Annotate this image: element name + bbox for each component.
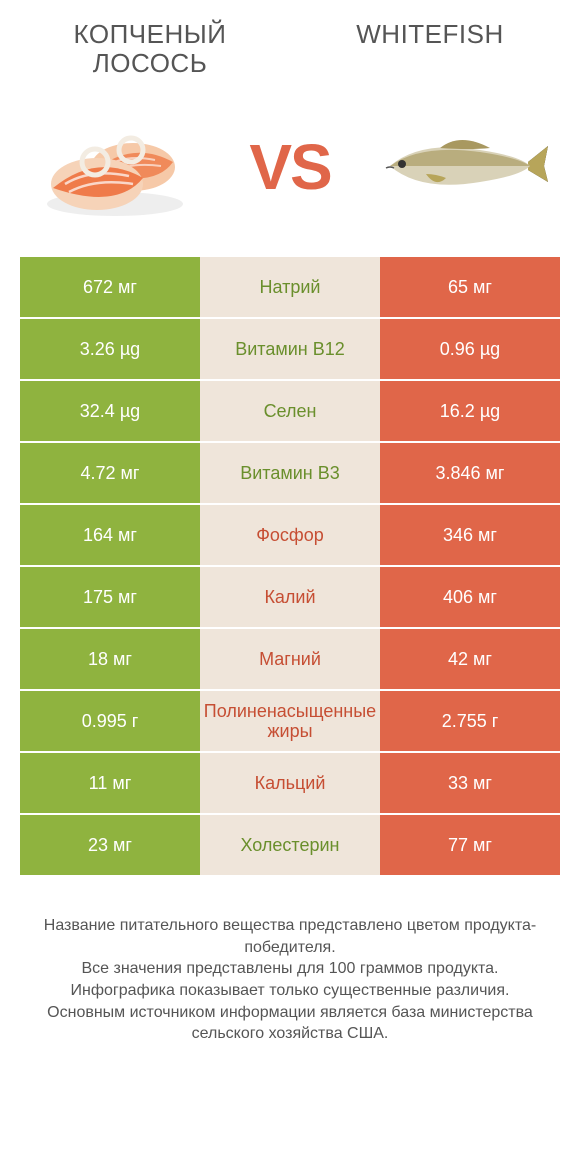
table-row: 32.4 µgСелен16.2 µg (20, 381, 560, 441)
cell-label: Кальций (200, 753, 380, 813)
cell-left-value: 0.995 г (20, 691, 200, 751)
cell-left-value: 3.26 µg (20, 319, 200, 379)
cell-label: Натрий (200, 257, 380, 317)
footer-line: Инфографика показывает только существенн… (20, 980, 560, 1002)
title-right: WHITEFISH (330, 20, 530, 49)
cell-left-value: 175 мг (20, 567, 200, 627)
cell-left-value: 4.72 мг (20, 443, 200, 503)
comparison-table: 672 мгНатрий65 мг3.26 µgВитамин B120.96 … (20, 257, 560, 875)
cell-left-value: 18 мг (20, 629, 200, 689)
cell-right-value: 3.846 мг (380, 443, 560, 503)
vs-label: VS (249, 130, 330, 204)
cell-right-value: 0.96 µg (380, 319, 560, 379)
cell-left-value: 32.4 µg (20, 381, 200, 441)
footer-text: Название питательного вещества представл… (20, 905, 560, 1045)
cell-right-value: 77 мг (380, 815, 560, 875)
cell-label: Витамин B12 (200, 319, 380, 379)
footer-line: Все значения представлены для 100 граммо… (20, 958, 560, 980)
table-row: 4.72 мгВитамин B33.846 мг (20, 443, 560, 503)
cell-label: Витамин B3 (200, 443, 380, 503)
cell-right-value: 42 мг (380, 629, 560, 689)
cell-label: Холестерин (200, 815, 380, 875)
cell-right-value: 65 мг (380, 257, 560, 317)
cell-left-value: 11 мг (20, 753, 200, 813)
table-row: 175 мгКалий406 мг (20, 567, 560, 627)
title-left: КОПЧЕНЫЙ ЛОСОСЬ (50, 20, 250, 77)
cell-right-value: 16.2 µg (380, 381, 560, 441)
footer-line: Основным источником информации является … (20, 1002, 560, 1045)
cell-right-value: 2.755 г (380, 691, 560, 751)
table-row: 672 мгНатрий65 мг (20, 257, 560, 317)
cell-label: Магний (200, 629, 380, 689)
table-row: 164 мгФосфор346 мг (20, 505, 560, 565)
cell-right-value: 406 мг (380, 567, 560, 627)
cell-right-value: 346 мг (380, 505, 560, 565)
salmon-sushi-icon (30, 107, 200, 227)
cell-left-value: 672 мг (20, 257, 200, 317)
images-row: VS (0, 87, 580, 257)
footer-line: Название питательного вещества представл… (20, 915, 560, 958)
table-row: 0.995 гПолиненасыщенные жиры2.755 г (20, 691, 560, 751)
cell-right-value: 33 мг (380, 753, 560, 813)
header: КОПЧЕНЫЙ ЛОСОСЬ WHITEFISH (0, 0, 580, 87)
cell-left-value: 164 мг (20, 505, 200, 565)
cell-label: Селен (200, 381, 380, 441)
cell-label: Калий (200, 567, 380, 627)
table-row: 23 мгХолестерин77 мг (20, 815, 560, 875)
whitefish-icon (380, 107, 550, 227)
table-row: 11 мгКальций33 мг (20, 753, 560, 813)
cell-label: Фосфор (200, 505, 380, 565)
cell-label: Полиненасыщенные жиры (200, 691, 380, 751)
table-row: 18 мгМагний42 мг (20, 629, 560, 689)
table-row: 3.26 µgВитамин B120.96 µg (20, 319, 560, 379)
cell-left-value: 23 мг (20, 815, 200, 875)
